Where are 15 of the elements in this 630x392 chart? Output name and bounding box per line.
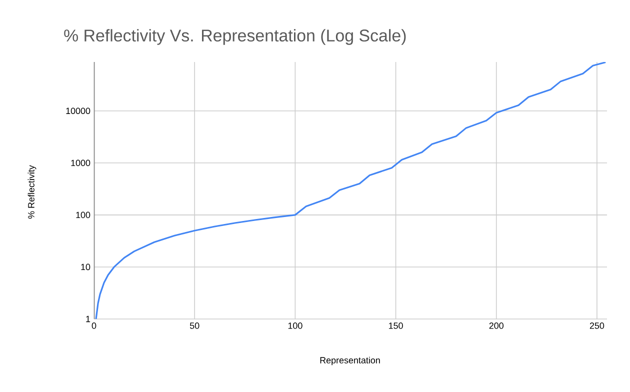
x-tick-label: 50 bbox=[190, 322, 200, 329]
y-tick-label: 10000 bbox=[66, 108, 90, 114]
x-tick-label: 150 bbox=[388, 322, 403, 329]
line-series bbox=[95, 62, 606, 319]
chart-title: % Reflectivity Vs. Representation (Log Scale) bbox=[64, 29, 406, 45]
x-tick-label: 0 bbox=[92, 322, 96, 329]
y-axis-title: % Reflectivity bbox=[28, 165, 36, 219]
x-tick-label: 100 bbox=[288, 322, 302, 329]
x-axis-title: Representation bbox=[320, 356, 380, 366]
x-tick-label: 200 bbox=[489, 322, 504, 329]
y-tick-label: 1 bbox=[86, 316, 90, 322]
y-tick-label: 1000 bbox=[71, 160, 90, 166]
x-tick-label: 250 bbox=[590, 322, 604, 329]
y-tick-label: 10 bbox=[81, 264, 90, 270]
y-tick-label: 100 bbox=[76, 212, 90, 218]
